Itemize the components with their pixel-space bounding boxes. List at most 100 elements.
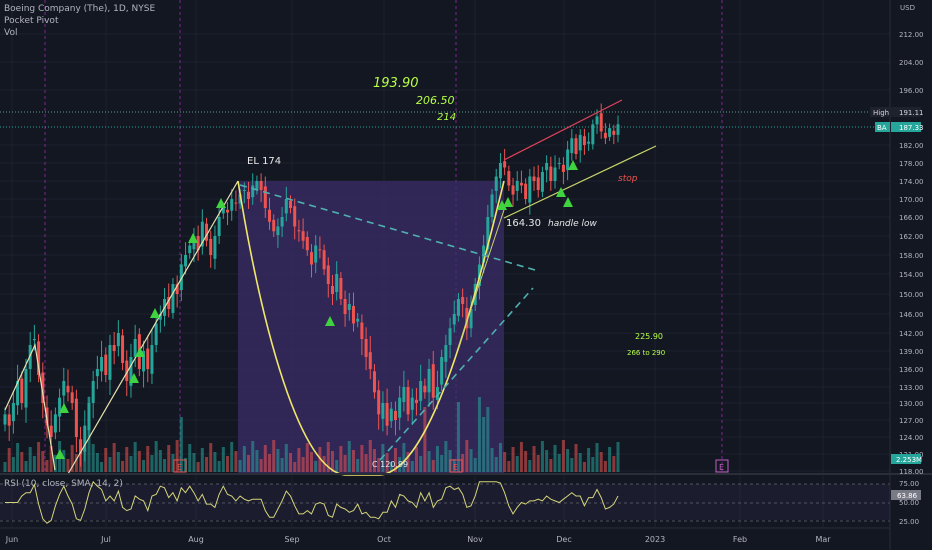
candle-body [356, 318, 360, 322]
candle-body [389, 408, 393, 422]
pocket-pivot-triangle [150, 308, 160, 318]
volume-bar [477, 397, 481, 472]
volume-bar [104, 448, 108, 472]
vol-value-bg [891, 454, 921, 464]
volume-bar [490, 448, 494, 472]
candle-body [213, 236, 217, 259]
volume-bar [289, 453, 293, 472]
volume-bar [133, 442, 137, 472]
channel-lower [503, 145, 657, 219]
candle-body [519, 182, 523, 186]
candle-body [591, 124, 595, 145]
candle-body [158, 314, 162, 320]
candle-body [238, 194, 242, 204]
volume-bar [553, 445, 557, 472]
volume-bar [440, 455, 444, 472]
candle-body [259, 181, 263, 190]
price-tick: 212.00 [899, 31, 924, 39]
candle-body [255, 181, 259, 190]
volume-bar [305, 443, 309, 472]
time-axis: Jun Jul Aug Sep Oct Nov Dec 2023 Feb Mar [0, 527, 890, 544]
price-candles [3, 103, 620, 467]
candle-body [482, 245, 486, 263]
candle-body [410, 397, 414, 410]
candle-body [205, 223, 209, 241]
price-tick: 174.00 [899, 178, 924, 186]
time-tick: Mar [815, 535, 831, 544]
rsi-pane: RSI (10, close, SMA, 14, 2) 75.00 50.00 25.… [0, 473, 932, 526]
volume-bar [507, 461, 511, 472]
volume-bar [356, 459, 360, 472]
candle-body [427, 369, 431, 393]
candle-body [612, 130, 616, 135]
volume-bar [66, 459, 70, 472]
candle-body [503, 161, 507, 168]
volume-bar [163, 459, 167, 472]
candle-body [406, 387, 410, 415]
last-value: 187.33 [899, 124, 924, 132]
candle-body [83, 425, 87, 452]
candle-body [301, 231, 305, 241]
early-line [4, 342, 56, 471]
candle-body [125, 360, 129, 381]
volume-bar [32, 456, 36, 472]
high-label-bg [870, 107, 890, 117]
price-tick: 162.00 [899, 233, 924, 241]
rsi-value: 63.86 [897, 492, 918, 500]
candle-body [234, 202, 238, 204]
time-tick: Jul [100, 535, 111, 544]
time-tick: Nov [467, 535, 483, 544]
volume-bar [297, 448, 301, 472]
candle-body [91, 381, 95, 403]
volume-bar [238, 460, 242, 472]
candle-body [528, 176, 532, 203]
candle-body [452, 314, 456, 325]
annotation-low: 164.30 [506, 218, 541, 229]
candle-body [7, 414, 11, 426]
annotation-target-4: 225.90 [635, 332, 663, 341]
high-value-bg [891, 107, 921, 117]
volume-bar [595, 443, 599, 472]
volume-bar [188, 444, 192, 472]
volume-bar [45, 460, 49, 472]
price-tick: 150.00 [899, 291, 924, 299]
volume-bar [146, 446, 150, 472]
candle-body [129, 357, 133, 386]
volume-bar [251, 441, 255, 472]
candle-body [70, 392, 74, 403]
candle-body [100, 357, 104, 372]
candle-body [578, 134, 582, 151]
candle-body [318, 249, 322, 251]
volume-bar [549, 459, 553, 472]
volume-bar [247, 455, 251, 472]
volume-bar [179, 417, 183, 472]
candle-body [133, 339, 137, 357]
volume-bar [582, 462, 586, 472]
candle-body [456, 299, 460, 316]
volume-bar [540, 441, 544, 472]
vol-value: 2.253M [896, 456, 922, 464]
volume-bar [221, 447, 225, 472]
candle-body [66, 385, 70, 393]
volume-bar [100, 462, 104, 472]
candle-body [276, 226, 280, 236]
volume-bar [154, 441, 158, 472]
candle-body [32, 339, 36, 341]
candle-body [368, 352, 372, 369]
volume-bar [515, 456, 519, 472]
price-tick: 124.00 [899, 434, 924, 442]
price-tick: 204.00 [899, 59, 924, 67]
candle-body [49, 425, 53, 437]
uptrend-line [67, 180, 239, 475]
candle-body [570, 138, 574, 154]
rsi-line [5, 480, 619, 524]
candle-body [314, 245, 318, 263]
support-dashed-line [379, 287, 534, 461]
volume-bar [209, 443, 213, 472]
volume-bar [108, 457, 112, 472]
price-tick: 130.00 [899, 400, 924, 408]
time-tick: Dec [556, 535, 571, 544]
volume-bar [150, 455, 154, 472]
volume-bar [276, 449, 280, 472]
